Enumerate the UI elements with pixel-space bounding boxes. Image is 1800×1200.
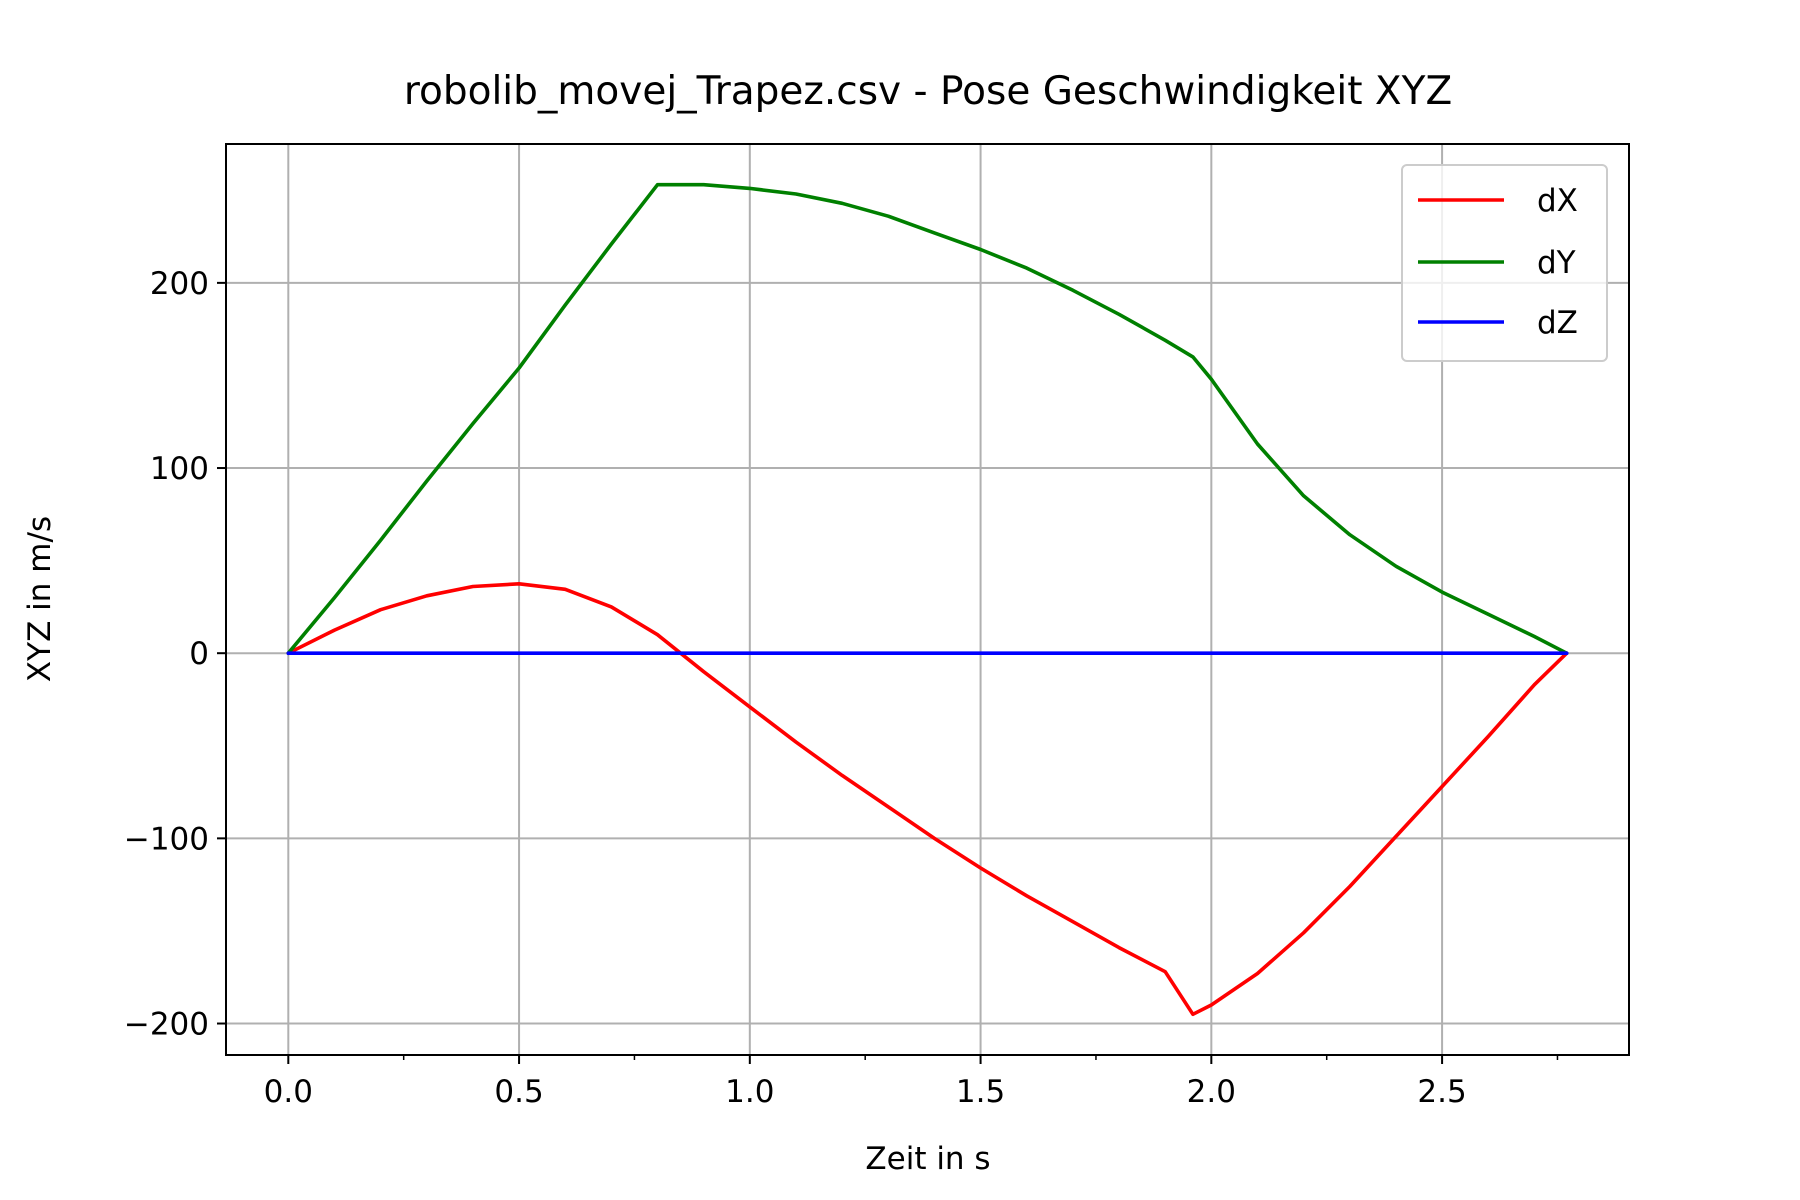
series-line-dY <box>286 182 1569 656</box>
x-tick-label: 1.5 <box>956 1074 1005 1110</box>
legend-box <box>1401 164 1608 362</box>
y-tick-label: −100 <box>124 821 209 857</box>
legend-label-dX: dX <box>1537 183 1578 219</box>
y-axis-title: XYZ in m/s <box>22 516 58 682</box>
legend-label-dY: dY <box>1537 245 1576 281</box>
x-tick-label: 2.5 <box>1417 1074 1466 1110</box>
series-line-dX <box>286 581 1569 1017</box>
x-axis-title: Zeit in s <box>865 1141 990 1177</box>
plot-area-frame <box>225 143 1630 1056</box>
y-tick-label: −200 <box>124 1007 209 1043</box>
x-tick-label: 0.5 <box>494 1074 543 1110</box>
y-tick-label: 0 <box>189 636 209 672</box>
y-tick-label: 100 <box>150 451 209 487</box>
data-series <box>286 182 1569 1017</box>
x-tick-label: 0.0 <box>264 1074 313 1110</box>
x-tick-label: 2.0 <box>1187 1074 1236 1110</box>
legend-label-dZ: dZ <box>1537 305 1578 341</box>
x-tick-label: 1.0 <box>725 1074 774 1110</box>
legend: dX dY dZ <box>1401 164 1608 362</box>
chart-title: robolib_movej_Trapez.csv - Pose Geschwin… <box>404 69 1452 114</box>
y-tick-label: 200 <box>150 266 209 302</box>
axis-ticks: 0.0 0.5 1.0 1.5 2.0 2.5 −200 −100 0 100 200 <box>124 266 1559 1110</box>
